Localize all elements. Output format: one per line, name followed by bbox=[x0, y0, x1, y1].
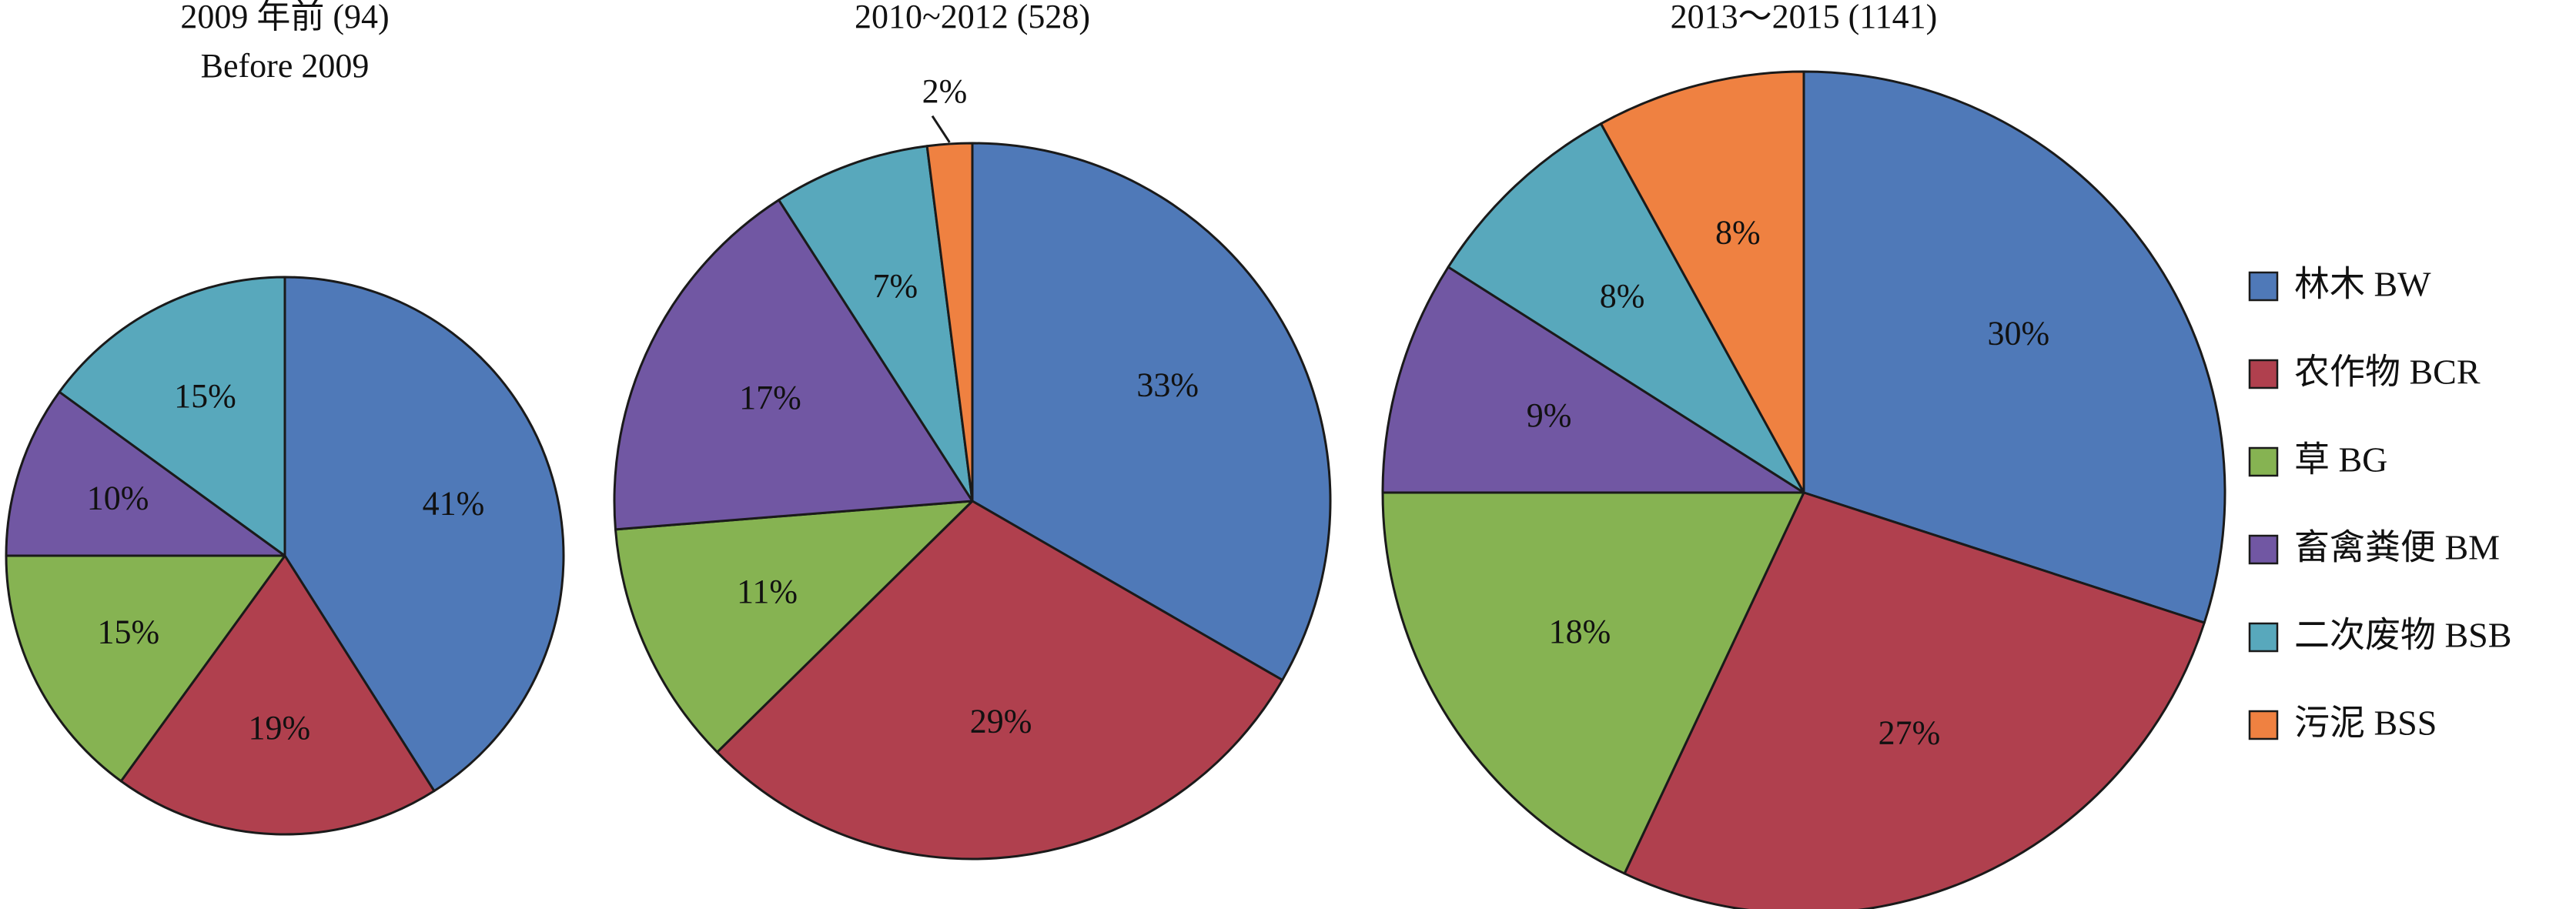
legend-swatch bbox=[2248, 446, 2279, 477]
pie-slice bbox=[5, 554, 286, 783]
legend-item: 畜禽粪便 BM bbox=[2248, 528, 2500, 567]
legend-label: 林木 BW bbox=[2294, 265, 2431, 304]
slice-label: 41% bbox=[423, 484, 485, 522]
legend-swatch bbox=[2248, 622, 2279, 653]
slice-label: 17% bbox=[739, 379, 801, 416]
slice-label: 15% bbox=[174, 377, 236, 415]
pie-slice bbox=[1381, 266, 1805, 494]
pie-slice bbox=[1599, 70, 1805, 494]
slice-label: 11% bbox=[737, 573, 798, 610]
slice-label: 15% bbox=[97, 613, 159, 651]
legend-item: 草 BG bbox=[2248, 440, 2387, 480]
legend-label: 畜禽粪便 BM bbox=[2294, 528, 2500, 567]
pie-slice bbox=[614, 500, 974, 754]
legend-swatch bbox=[2248, 710, 2279, 740]
slice-label: 8% bbox=[1715, 213, 1761, 251]
legend-item: 林木 BW bbox=[2248, 265, 2431, 304]
pie-charts: 2009 年前 (94)Before 200941%19%15%10%15%20… bbox=[5, 0, 2226, 909]
slice-label: 29% bbox=[970, 703, 1032, 740]
slice-label: 19% bbox=[248, 709, 310, 747]
pie-slice bbox=[119, 554, 436, 836]
legend-item: 农作物 BCR bbox=[2248, 353, 2481, 392]
legend-swatch bbox=[2248, 534, 2279, 565]
pie-slice bbox=[925, 142, 974, 503]
pie-title: 2009 年前 (94) bbox=[180, 0, 389, 35]
slice-label: 30% bbox=[1987, 314, 2049, 352]
legend-swatch bbox=[2248, 359, 2279, 389]
pie-slice bbox=[1381, 491, 1805, 875]
legend-item: 二次废物 BSB bbox=[2248, 616, 2511, 655]
pie-subtitle: Before 2009 bbox=[201, 47, 370, 85]
legend-label: 二次废物 BSB bbox=[2294, 616, 2511, 655]
pie-slice bbox=[58, 276, 286, 557]
legend: 林木 BW 农作物 BCR 草 BG 畜禽粪便 BM 二次废物 BSB 污泥 BSS bbox=[2248, 265, 2511, 743]
slice-label: 8% bbox=[1600, 277, 1645, 315]
legend-label: 污泥 BSS bbox=[2294, 703, 2437, 743]
slice-label: 18% bbox=[1549, 613, 1611, 650]
pie-title: 2010~2012 (528) bbox=[855, 0, 1090, 35]
pie-slice bbox=[613, 199, 974, 531]
pie-1: 2009 年前 (94) Before 2009 41% 19% 15% 10% 15% bbox=[5, 0, 565, 836]
pie-slice bbox=[1623, 491, 2206, 909]
slice-label: 2% bbox=[922, 72, 968, 110]
pie-slice bbox=[778, 145, 974, 503]
slice-label: 33% bbox=[1136, 366, 1199, 404]
label-leader-line bbox=[931, 115, 951, 143]
legend-swatch bbox=[2248, 271, 2279, 302]
pie-slice bbox=[5, 390, 286, 557]
pie-slice bbox=[1802, 70, 2226, 624]
pie-slice bbox=[283, 276, 565, 793]
slice-label: 7% bbox=[872, 267, 918, 305]
pie-slice bbox=[971, 142, 1332, 681]
slice-label: 9% bbox=[1527, 396, 1572, 434]
pie-3: 2013～2015 (1141) 30% 27% 18% 9% 8% 8% bbox=[1381, 0, 2226, 909]
slice-label: 27% bbox=[1878, 713, 1941, 751]
legend-label: 农作物 BCR bbox=[2294, 353, 2481, 392]
pie-slice bbox=[1447, 122, 1805, 494]
pie-slice bbox=[716, 500, 1284, 861]
slice-label: 10% bbox=[87, 480, 149, 517]
pie-2: 2010~2012 (528) 33% 29% 11% 17% 7% 2% bbox=[613, 0, 1332, 861]
pie-title: 2013～2015 (1141) bbox=[1671, 0, 1938, 35]
legend-item: 污泥 BSS bbox=[2248, 703, 2437, 743]
legend-label: 草 BG bbox=[2294, 440, 2387, 480]
